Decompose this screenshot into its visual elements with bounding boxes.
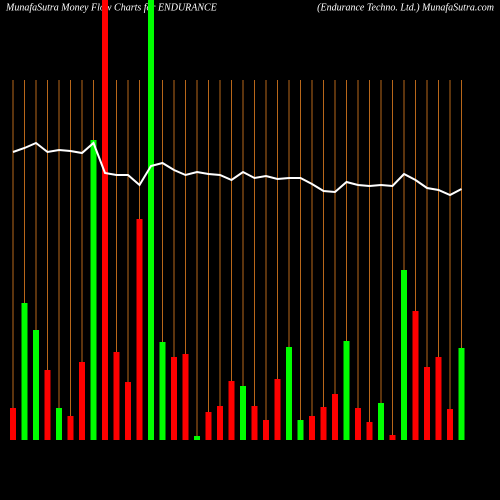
bar xyxy=(286,347,292,440)
bar xyxy=(10,408,16,440)
bar xyxy=(44,370,51,440)
bar xyxy=(33,330,39,440)
bar xyxy=(159,342,166,440)
bar xyxy=(182,354,189,440)
bar xyxy=(447,409,453,440)
bar xyxy=(67,416,74,440)
bar xyxy=(205,412,212,440)
bar xyxy=(194,436,200,440)
bar xyxy=(136,219,143,440)
bar xyxy=(251,406,258,440)
chart-title: MunafaSutra Money Flow Charts for ENDURA… xyxy=(5,2,217,13)
bar xyxy=(424,367,430,440)
bar xyxy=(217,406,223,440)
bar xyxy=(79,362,85,440)
chart-subtitle: (Endurance Techno. Ltd.) MunafaSutra.com xyxy=(317,2,494,13)
bar xyxy=(263,420,269,440)
bar xyxy=(355,408,361,440)
bar xyxy=(458,348,465,440)
bar xyxy=(297,420,304,440)
bar xyxy=(56,408,62,440)
bar xyxy=(102,0,108,440)
bar xyxy=(412,311,419,440)
bar xyxy=(389,435,396,440)
bar xyxy=(171,357,177,440)
bar xyxy=(320,407,327,440)
bar xyxy=(125,382,131,440)
bar xyxy=(274,379,281,440)
bar xyxy=(343,341,350,440)
bar xyxy=(90,140,97,440)
bar xyxy=(228,381,235,440)
bar xyxy=(332,394,338,440)
bar xyxy=(148,0,154,440)
bar xyxy=(435,357,442,440)
bar xyxy=(309,416,315,440)
money-flow-line xyxy=(12,141,462,197)
bar xyxy=(366,422,373,440)
bar xyxy=(21,303,28,440)
bar xyxy=(240,386,246,440)
bar xyxy=(378,403,384,440)
bar xyxy=(113,352,120,440)
bar xyxy=(401,270,407,440)
